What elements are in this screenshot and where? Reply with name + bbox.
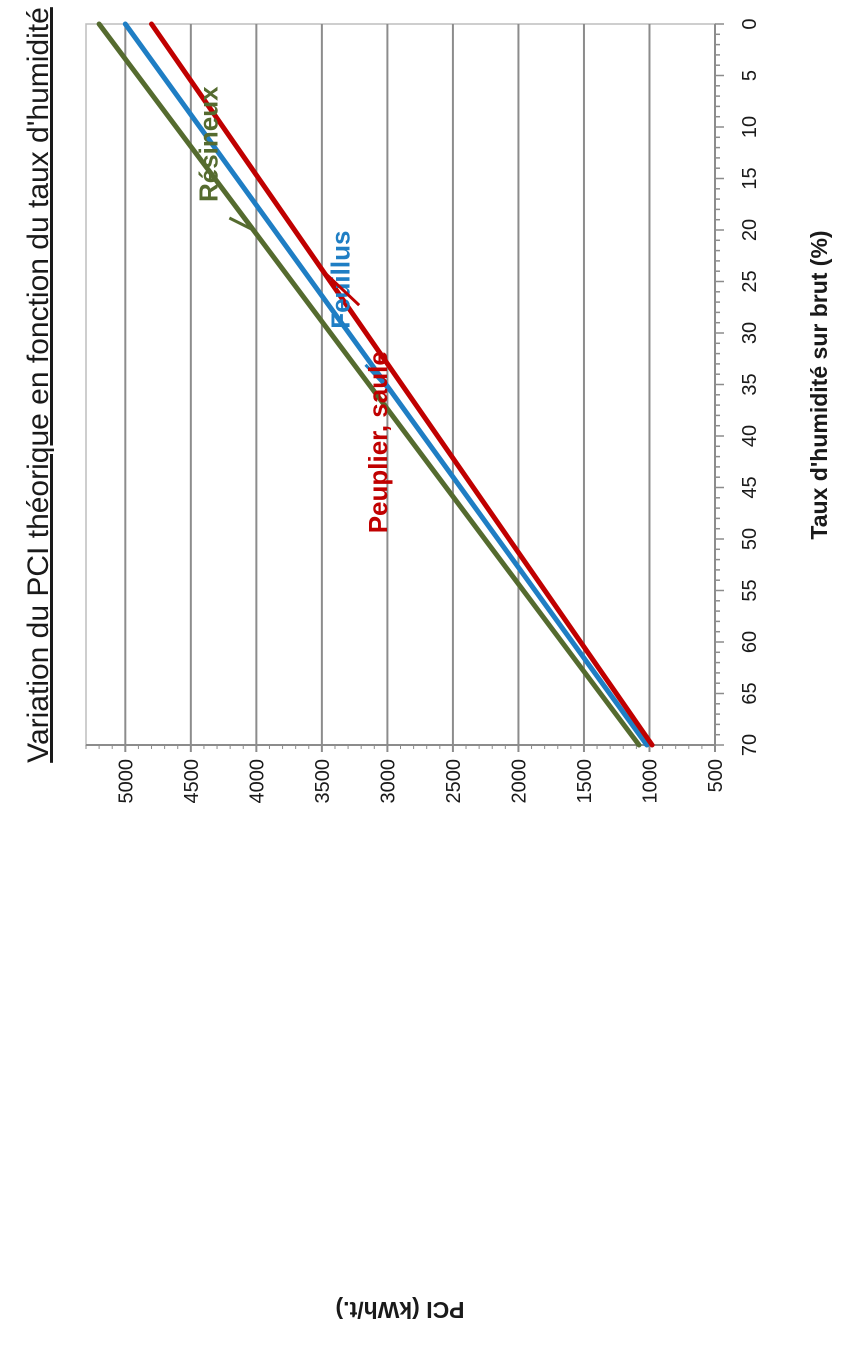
chart-title: Variation du PCI théorique en fonction d…	[22, 7, 55, 763]
x-tick-label: 20	[739, 219, 761, 241]
series-line-2	[149, 21, 655, 748]
annotation-leader	[322, 270, 361, 307]
x-tick-label: 70	[739, 734, 761, 756]
y-tick-label: 4000	[246, 759, 268, 804]
y-tick-label: 3500	[312, 759, 334, 804]
y-tick-label: 1000	[639, 759, 661, 804]
y-tick-label: 2500	[443, 759, 465, 804]
series-label: Résineux	[193, 86, 223, 202]
x-tick-label: 60	[739, 631, 761, 653]
plot-area: 500 1000 1500 2000 2500 3000 3500 4000 4500 5000 0…	[22, 7, 832, 1323]
annotation-leader	[228, 216, 255, 232]
annotation-leader	[364, 363, 395, 396]
x-tick-label: 40	[739, 425, 761, 447]
y-tick-label: 4500	[181, 759, 203, 804]
series-line-0	[96, 21, 642, 748]
x-tick-label: 30	[739, 322, 761, 344]
y-tick-label: 5000	[115, 759, 137, 804]
x-tick-label: 65	[739, 682, 761, 704]
x-tick-label: 55	[739, 579, 761, 601]
y-tick-label: 500	[705, 759, 727, 792]
series-label: Peuplier, saule	[363, 351, 393, 533]
y-tick-label: 2000	[508, 759, 530, 804]
x-tick-label: 45	[739, 476, 761, 498]
x-tick-label: 0	[739, 18, 761, 29]
x-axis-label: Taux d'humidité sur brut (%)	[806, 230, 832, 539]
x-tick-label: 35	[739, 373, 761, 395]
x-tick-label: 5	[739, 70, 761, 81]
y-tick-label: 1500	[574, 759, 596, 804]
x-tick-label: 50	[739, 528, 761, 550]
x-tick-label: 10	[739, 116, 761, 138]
series-line-1	[122, 21, 650, 748]
y-axis-label: PCI (kWh/t.)	[335, 1297, 464, 1323]
x-tick-label: 25	[739, 270, 761, 292]
x-tick-label: 15	[739, 167, 761, 189]
y-tick-label: 3000	[377, 759, 399, 804]
